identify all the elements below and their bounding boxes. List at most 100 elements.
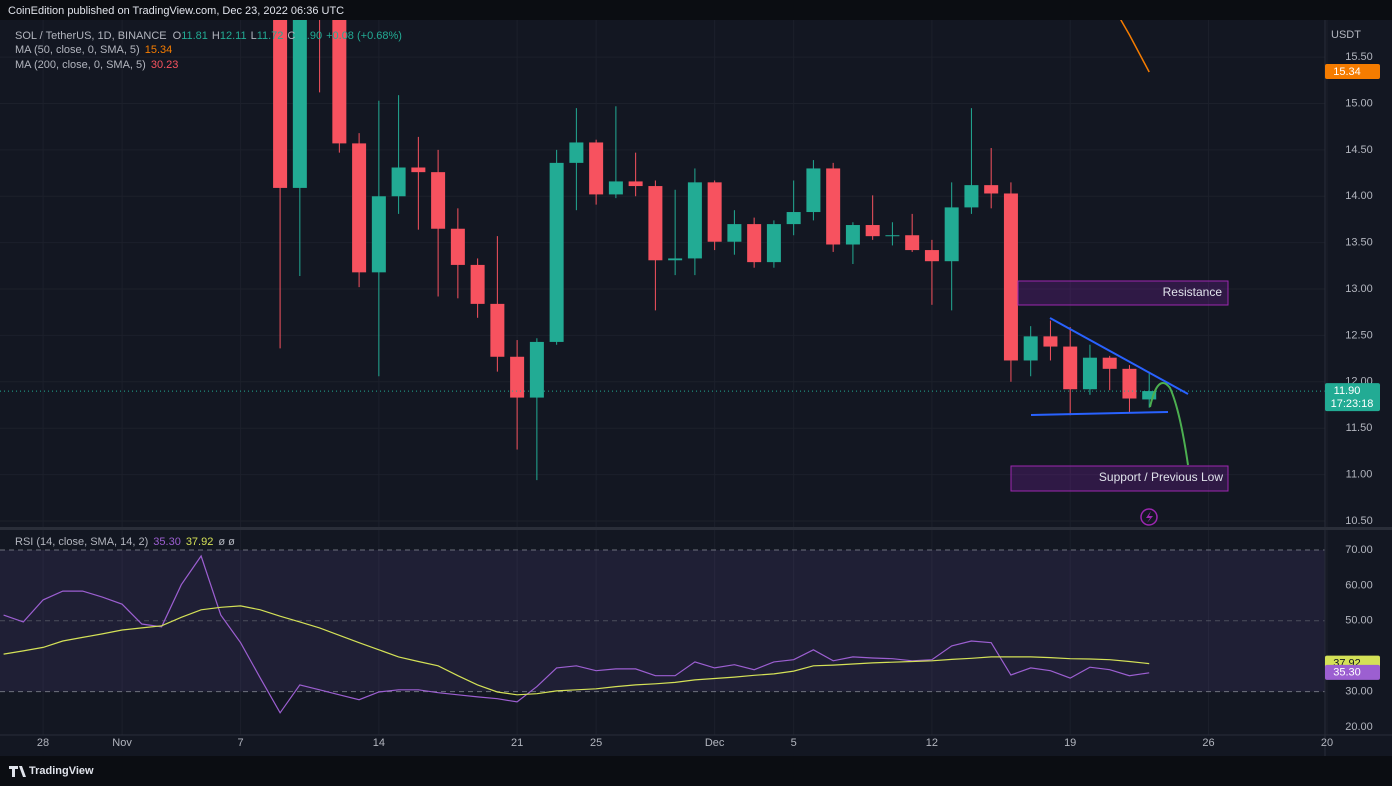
- candle-body: [608, 181, 623, 195]
- brand: TradingView: [29, 765, 94, 777]
- price-badge-label: 11.90: [1334, 385, 1361, 397]
- candle-body: [766, 224, 781, 263]
- event-icon-bolt: [1146, 511, 1153, 523]
- candle-body: [727, 224, 742, 242]
- resistance-box: [1017, 280, 1229, 306]
- legend-value: 15.34: [145, 44, 173, 56]
- bottom-bar: [0, 756, 1392, 786]
- y-tick-label: 15.50: [1345, 51, 1373, 63]
- legend-value: 35.30: [153, 536, 181, 548]
- annotation: Resistance: [1163, 285, 1223, 299]
- ohlc-key: H: [212, 30, 220, 42]
- candle-body: [885, 235, 900, 237]
- candle-body: [806, 168, 821, 213]
- ohlc-value: 11.90: [295, 30, 322, 42]
- rsi-title: RSI (14, close, SMA, 14, 2): [15, 536, 148, 548]
- candle-body: [529, 341, 544, 398]
- legend-row: SOL / TetherUS, 1D, BINANCE O11.81 H12.11 L…: [15, 30, 402, 42]
- y-tick-label: 70.00: [1345, 544, 1373, 556]
- x-tick-label: Dec: [705, 737, 725, 749]
- x-tick-label: 25: [590, 737, 602, 749]
- candle-body: [292, 20, 307, 188]
- candle-body: [845, 225, 860, 245]
- candle-body: [964, 185, 979, 208]
- axes: 28 Nov 7 14 21 25 Dec 5 12 19 26 20 10.50 11.00 11.50 1…: [37, 51, 1380, 749]
- candle-body: [648, 186, 663, 261]
- ohlc-key: C: [287, 30, 295, 42]
- candle-body: [549, 162, 564, 342]
- candle-body: [786, 212, 801, 225]
- event-icon: [1140, 508, 1158, 526]
- price-badge: [1325, 664, 1380, 680]
- candle-body: [1063, 346, 1078, 390]
- x-tick-label: Nov: [112, 737, 132, 749]
- candle-body: [470, 264, 485, 304]
- price-badge: [1325, 63, 1380, 79]
- candle-body: [668, 258, 683, 261]
- rsi-line: [3, 554, 1150, 714]
- support-box: [1010, 465, 1229, 492]
- legend-row: RSI (14, close, SMA, 14, 2) 35.30 37.92 ø ø: [15, 536, 235, 548]
- candle-body: [984, 185, 999, 194]
- candle-body: [1142, 391, 1157, 400]
- top-bar: [0, 0, 1392, 20]
- candle-body: [1003, 193, 1018, 361]
- y-tick-label: 11.00: [1346, 468, 1373, 480]
- x-tick-label: 5: [791, 737, 797, 749]
- legend-name: MA (50, close, 0, SMA, 5): [15, 44, 140, 56]
- candle-body: [1023, 336, 1038, 361]
- publisher: CoinEdition published on TradingView.com…: [8, 5, 344, 17]
- y-tick-label: 20.00: [1345, 721, 1373, 733]
- candle-body: [450, 228, 465, 265]
- legend-name: MA (200, close, 0, SMA, 5): [15, 59, 146, 71]
- candle-body: [490, 303, 505, 357]
- candle-body: [1043, 336, 1058, 347]
- x-tick-label: 28: [37, 737, 49, 749]
- candle-body: [589, 142, 604, 195]
- candle-body: [569, 142, 584, 163]
- price-badge-label: 15.34: [1333, 66, 1361, 78]
- trendline: [1030, 411, 1169, 416]
- annotation: Support / Previous Low: [1099, 470, 1223, 484]
- rsi-line: [3, 605, 1150, 696]
- x-tick-label: 7: [238, 737, 244, 749]
- ohlc-value: 11.81: [181, 30, 208, 42]
- candle-body: [352, 143, 367, 273]
- candle-body: [687, 182, 702, 259]
- candle-body: [411, 167, 426, 173]
- candle-body: [1102, 357, 1117, 369]
- rsi-marks: [0, 549, 1325, 714]
- x-tick-label: 21: [511, 737, 523, 749]
- x-tick-label: 20: [1321, 737, 1333, 749]
- candle-body: [826, 168, 841, 245]
- y-tick-label: 13.00: [1345, 283, 1373, 295]
- legend-value: 30.23: [151, 59, 179, 71]
- candle-body: [905, 235, 920, 251]
- candle-body: [391, 167, 406, 197]
- trendline: [1049, 317, 1189, 395]
- price-badge: [1325, 383, 1380, 412]
- candle-body: [1082, 357, 1097, 390]
- ohlc-key: L: [251, 30, 257, 42]
- x-tick-label: 12: [926, 737, 938, 749]
- candle-body: [707, 182, 722, 242]
- price-marks: [0, 20, 1325, 481]
- drawings: Resistance Support / Previous Low: [1010, 280, 1229, 526]
- y-tick-label: 30.00: [1345, 686, 1373, 698]
- y-tick-label: 14.00: [1345, 190, 1373, 202]
- legend: SOL / TetherUS, 1D, BINANCE O11.81 H12.11 L…: [15, 30, 402, 548]
- projection-arrow: [1149, 382, 1189, 466]
- y-tick-label: 60.00: [1345, 579, 1373, 591]
- symbol: SOL / TetherUS, 1D, BINANCE: [15, 30, 167, 42]
- brand-logo: [9, 766, 26, 777]
- ohlc-value: 12.11: [220, 30, 247, 42]
- legend-row: MA (50, close, 0, SMA, 5) 15.34: [15, 44, 172, 56]
- countdown: 17:23:18: [1331, 398, 1374, 410]
- ohlc-value: 11.72: [257, 30, 284, 42]
- legend-extra: ø ø: [218, 536, 235, 548]
- legend-row: MA (200, close, 0, SMA, 5) 30.23: [15, 59, 178, 71]
- candle-body: [747, 224, 762, 263]
- candle-body: [332, 20, 347, 144]
- candle-body: [273, 20, 288, 188]
